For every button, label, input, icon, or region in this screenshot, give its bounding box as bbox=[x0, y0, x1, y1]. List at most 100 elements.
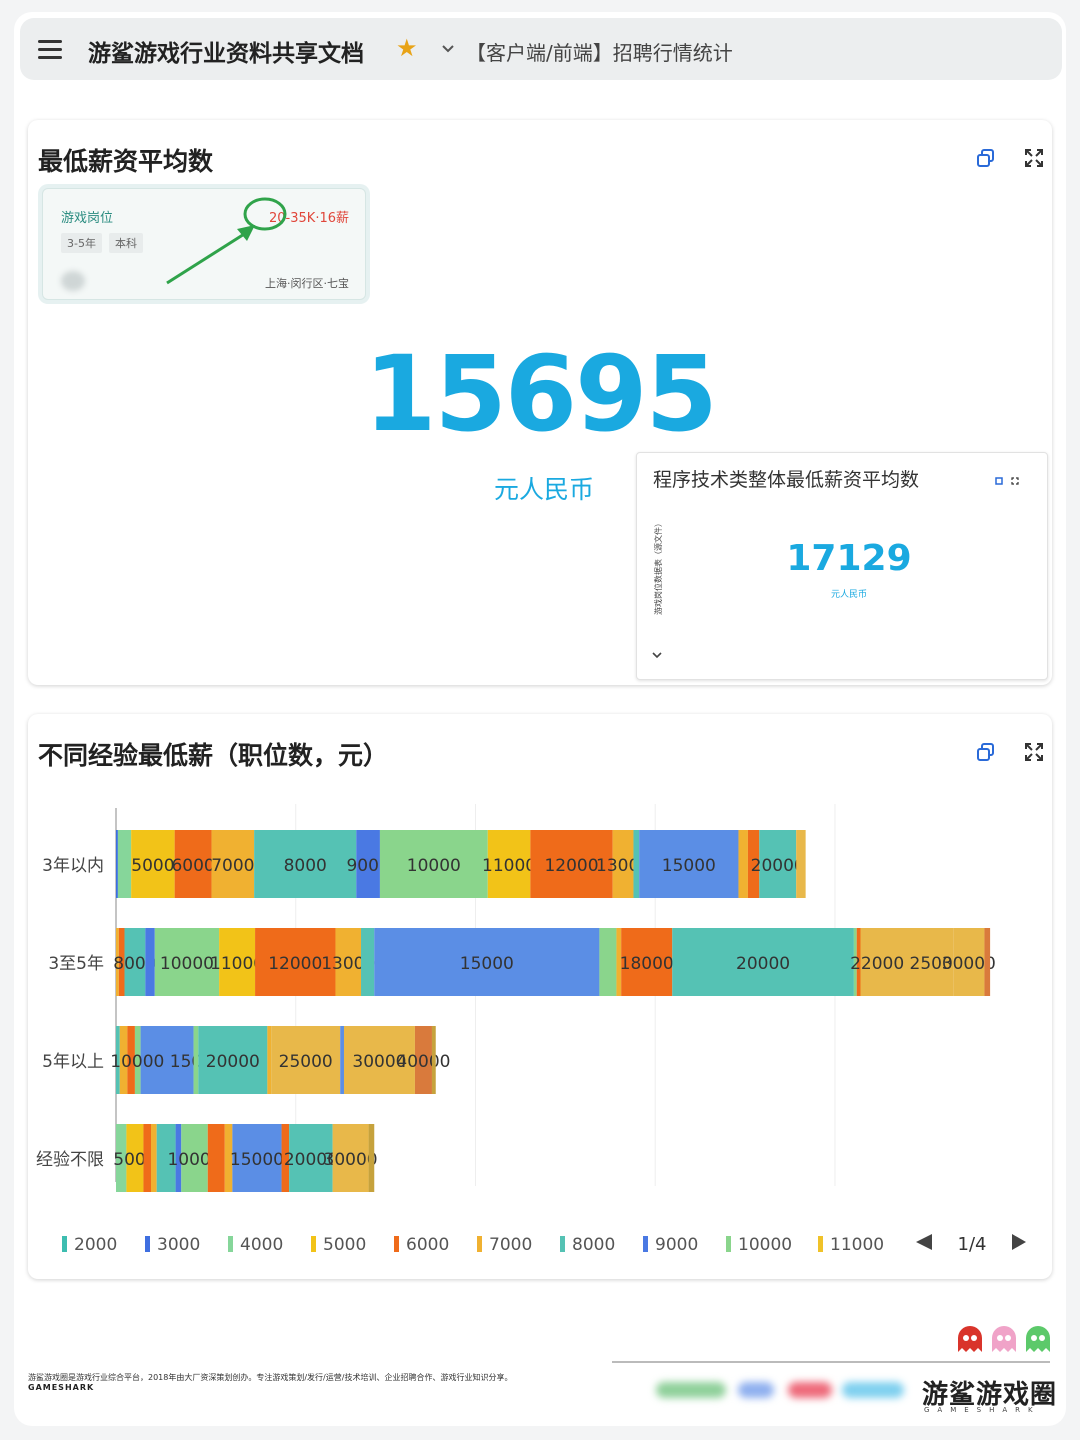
bar-segment-label: 20000 bbox=[736, 954, 790, 974]
bar-segment bbox=[193, 1026, 199, 1094]
star-icon[interactable]: ★ bbox=[396, 34, 418, 62]
bar-segment bbox=[368, 1124, 375, 1192]
bar-segment bbox=[271, 1026, 341, 1094]
bar-segment bbox=[119, 1026, 128, 1094]
bar-segment bbox=[853, 928, 857, 996]
legend-next-arrow-icon[interactable] bbox=[1012, 1234, 1026, 1250]
bar-segment bbox=[340, 1026, 344, 1094]
bar-segment bbox=[953, 928, 985, 996]
job-name: 游戏岗位 bbox=[61, 211, 114, 226]
bar-segment bbox=[530, 830, 613, 898]
bar-segment bbox=[116, 830, 118, 898]
copy-icon[interactable] bbox=[976, 148, 996, 168]
top-bar bbox=[20, 18, 1062, 80]
bar-segment-label: 7000 bbox=[211, 856, 254, 876]
brand-name: 游鲨游戏圈 bbox=[922, 1380, 1058, 1410]
y-axis-category-label: 5年以上 bbox=[42, 1052, 104, 1072]
bar-segment-label: 20000 bbox=[206, 1052, 260, 1072]
bar-segment-label: 11000 bbox=[482, 856, 536, 876]
legend-swatch bbox=[62, 1236, 67, 1252]
bar-segment bbox=[856, 928, 861, 996]
fullscreen-icon[interactable] bbox=[1011, 477, 1019, 485]
bar-segment bbox=[117, 830, 132, 898]
min-salary-value: 15695 bbox=[364, 333, 718, 455]
bar-segment-label: 30000 bbox=[324, 1150, 378, 1170]
copy-icon[interactable] bbox=[995, 477, 1003, 485]
bar-segment bbox=[145, 928, 155, 996]
legend-page-indicator: 1/4 bbox=[958, 1234, 987, 1255]
job-salary: 20-35K·16薪 bbox=[269, 211, 349, 226]
bar-segment-label: 30000 bbox=[942, 954, 996, 974]
legend-swatch bbox=[477, 1236, 482, 1252]
bar-segment bbox=[198, 1026, 268, 1094]
bar-segment bbox=[759, 830, 797, 898]
bar-segment bbox=[116, 1124, 127, 1192]
bar-segment bbox=[612, 830, 634, 898]
bar-segment bbox=[116, 1026, 120, 1094]
bar-segment bbox=[379, 830, 488, 898]
bar-segment bbox=[289, 1124, 333, 1192]
y-axis-category-label: 3年以内 bbox=[42, 856, 104, 876]
bar-segment bbox=[633, 830, 640, 898]
bar-segment bbox=[254, 830, 357, 898]
bar-segment bbox=[232, 1124, 282, 1192]
bar-segment-label: 25000 bbox=[279, 1052, 333, 1072]
legend-entry: 7000 bbox=[489, 1235, 532, 1255]
bar-segment bbox=[175, 1124, 182, 1192]
chevron-down-icon[interactable] bbox=[440, 40, 456, 56]
brand-subtitle: GAMESHARK bbox=[924, 1406, 1041, 1414]
bar-segment bbox=[224, 1124, 233, 1192]
sheet-side-label: 游戏岗位数据表（源文件） bbox=[653, 519, 663, 615]
bar-segment bbox=[796, 830, 806, 898]
legend-swatch bbox=[394, 1236, 399, 1252]
bar-segment bbox=[374, 928, 600, 996]
bar-segment bbox=[281, 1124, 290, 1192]
bar-segment bbox=[599, 928, 617, 996]
min-salary-unit: 元人民币 bbox=[494, 475, 595, 504]
bar-segment bbox=[414, 1026, 432, 1094]
bar-segment bbox=[174, 830, 212, 898]
job-tag-education: 本科 bbox=[109, 233, 143, 253]
bar-segment bbox=[131, 830, 175, 898]
min-salary-card: 最低薪资平均数 游戏岗位 20-35K·16薪 3-5年 本科 上海·闵行区·七… bbox=[28, 120, 1052, 685]
legend-entry: 3000 bbox=[157, 1235, 200, 1255]
experience-salary-card: 不同经验最低薪（职位数，元） 3年以内 5000 6000 7000 8000 9000 1… bbox=[28, 714, 1052, 1279]
legend-prev-arrow-icon[interactable] bbox=[916, 1234, 932, 1250]
fullscreen-icon[interactable] bbox=[1024, 742, 1044, 762]
card-title: 最低薪资平均数 bbox=[38, 147, 214, 176]
footer-brand-small: GAMESHARK bbox=[28, 1383, 95, 1392]
bar-segment bbox=[181, 1124, 208, 1192]
bar-segment bbox=[343, 1026, 415, 1094]
bar-segment-label: 30000 bbox=[352, 1052, 406, 1072]
bar-segment bbox=[140, 1026, 194, 1094]
legend-entry: 2000 bbox=[74, 1235, 117, 1255]
bar-segment-label: 20000 bbox=[284, 1150, 338, 1170]
legend-swatch bbox=[228, 1236, 233, 1252]
bar-segment bbox=[143, 1124, 152, 1192]
bar-segment bbox=[134, 1026, 141, 1094]
job-example-card: 游戏岗位 20-35K·16薪 3-5年 本科 上海·闵行区·七宝 bbox=[42, 188, 366, 300]
bar-segment bbox=[356, 830, 380, 898]
highlight-arrow-annotation bbox=[166, 197, 287, 285]
bar-segment-label: 9000 bbox=[346, 856, 389, 876]
legend-swatch bbox=[560, 1236, 565, 1252]
bar-segment-label: 18000 bbox=[620, 954, 674, 974]
ghost-mascots-logo bbox=[958, 1326, 1050, 1352]
menu-icon[interactable] bbox=[38, 40, 62, 60]
bar-segment-label: 10000 bbox=[407, 856, 461, 876]
bar-segment bbox=[127, 1026, 135, 1094]
bar-segment bbox=[672, 928, 854, 996]
document-title: 游鲨游戏行业资料共享文档 bbox=[88, 41, 364, 67]
subcard-title: 程序技术类整体最低薪资平均数 bbox=[653, 469, 920, 491]
chevron-down-icon[interactable] bbox=[651, 649, 663, 661]
bar-segment bbox=[335, 928, 362, 996]
bar-segment bbox=[267, 1026, 272, 1094]
bar-segment-label: 20000 bbox=[751, 856, 805, 876]
bar-segment-label: 8000 bbox=[284, 856, 327, 876]
legend-swatch bbox=[311, 1236, 316, 1252]
copy-icon[interactable] bbox=[976, 742, 996, 762]
blurred-avatar bbox=[61, 271, 85, 291]
bar-segment-label: 12000 bbox=[268, 954, 322, 974]
fullscreen-icon[interactable] bbox=[1024, 148, 1044, 168]
bar-segment-label: 22000 25000 bbox=[850, 954, 964, 974]
